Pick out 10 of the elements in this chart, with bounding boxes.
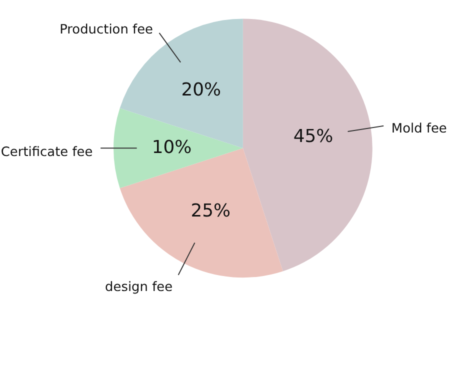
pie-slice (114, 108, 243, 188)
data-label: 45% (293, 126, 334, 147)
data-label: 10% (152, 137, 192, 158)
slice-label: Mold fee (391, 121, 447, 136)
slice-label: Production fee (60, 22, 154, 38)
data-label: 20% (181, 80, 222, 101)
data-label: 25% (190, 200, 231, 222)
slice-label: design fee (105, 280, 173, 296)
slice-label: Certificate fee (0, 145, 93, 160)
pie-slice (242, 18, 372, 272)
